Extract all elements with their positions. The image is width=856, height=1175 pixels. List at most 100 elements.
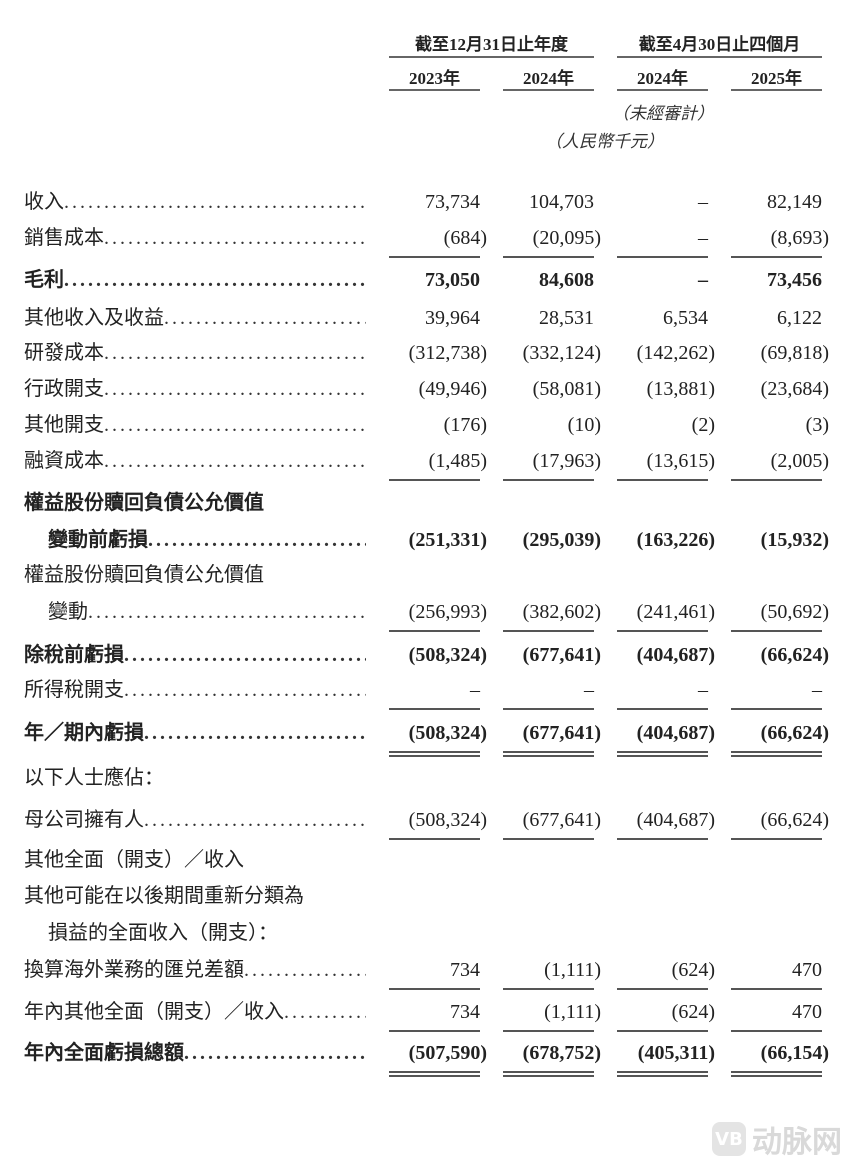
total-double-underline bbox=[617, 755, 708, 757]
cell-value: 73,734 bbox=[425, 191, 480, 213]
row-label-text: 年／期內虧損 bbox=[24, 722, 144, 744]
table-row: 年／期內虧損..................................… bbox=[0, 718, 856, 757]
table-row: 變動......................................… bbox=[0, 597, 856, 633]
total-underline bbox=[617, 1071, 708, 1073]
cell-value: (508,324) bbox=[408, 722, 487, 744]
watermark: VB 动脉网 bbox=[712, 1117, 842, 1161]
year-header: 2025年 bbox=[751, 69, 802, 88]
row-label: 權益股份贖回負債公允價值 bbox=[24, 560, 366, 590]
total-underline bbox=[617, 838, 708, 840]
total-underline bbox=[503, 751, 594, 753]
total-underline bbox=[503, 479, 594, 481]
row-label: 換算海外業務的匯兑差額.............................… bbox=[24, 955, 366, 985]
dot-leader: ........................................… bbox=[104, 378, 366, 400]
total-underline bbox=[731, 988, 822, 990]
row-label-text: 年內其他全面（開支）／收入 bbox=[24, 1001, 284, 1023]
table-row: 權益股份贖回負債公允價值 bbox=[0, 560, 856, 596]
cell-value: (66,624) bbox=[760, 644, 829, 666]
row-label-text: 銷售成本 bbox=[24, 227, 104, 249]
total-underline bbox=[389, 1030, 480, 1032]
total-underline bbox=[389, 1071, 480, 1073]
dot-leader: ........................................… bbox=[64, 269, 366, 291]
total-underline bbox=[389, 838, 480, 840]
cell-value: (332,124) bbox=[522, 342, 601, 364]
cell-value: (508,324) bbox=[408, 809, 487, 831]
cell-value: (677,641) bbox=[522, 722, 601, 744]
table-row: 年內全面虧損總額................................… bbox=[0, 1038, 856, 1077]
cell-value: (508,324) bbox=[408, 644, 487, 666]
row-label-text: 除稅前虧損 bbox=[24, 644, 124, 666]
cell-value: – bbox=[470, 679, 480, 701]
cell-value: (50,692) bbox=[760, 601, 829, 623]
dot-leader: ........................................… bbox=[124, 644, 366, 666]
cell-value: (20,095) bbox=[532, 227, 601, 249]
table-row: 其他全面（開支）／收入 bbox=[0, 845, 856, 881]
total-double-underline bbox=[503, 1075, 594, 1077]
cell-value: (2) bbox=[691, 414, 715, 436]
table-row: 融資成本....................................… bbox=[0, 446, 856, 482]
cell-value: 82,149 bbox=[767, 191, 822, 213]
cell-value: – bbox=[584, 679, 594, 701]
row-label: 行政開支....................................… bbox=[24, 374, 366, 404]
row-label-text: 其他收入及收益 bbox=[24, 307, 164, 329]
cell-value: (295,039) bbox=[522, 529, 601, 551]
cell-value: (58,081) bbox=[532, 378, 601, 400]
total-underline bbox=[503, 838, 594, 840]
total-underline bbox=[731, 630, 822, 632]
row-label-text: 年內全面虧損總額 bbox=[24, 1042, 184, 1064]
dot-leader: ........................................… bbox=[64, 191, 366, 213]
year-header: 2023年 bbox=[409, 69, 460, 88]
unaudited-note: （未經審計） bbox=[612, 104, 714, 123]
total-underline bbox=[389, 479, 480, 481]
header-divider bbox=[617, 56, 822, 58]
cell-value: 73,456 bbox=[767, 269, 822, 291]
row-label: 年內全面虧損總額................................… bbox=[24, 1038, 366, 1068]
cell-value: (69,818) bbox=[760, 342, 829, 364]
dot-leader: ........................................… bbox=[284, 1001, 366, 1023]
row-label-text: 變動前虧損 bbox=[48, 529, 148, 551]
row-label-text: 融資成本 bbox=[24, 450, 104, 472]
row-label-text: 研發成本 bbox=[24, 342, 104, 364]
row-label: 其他收入及收益.................................… bbox=[24, 303, 366, 333]
cell-value: (23,684) bbox=[760, 378, 829, 400]
row-label: 以下人士應佔： bbox=[24, 763, 366, 793]
row-label: 其他可能在以後期間重新分類為 bbox=[24, 881, 366, 911]
row-label: 年內其他全面（開支）／收入...........................… bbox=[24, 997, 366, 1027]
row-label-text: 變動 bbox=[48, 601, 88, 623]
cell-value: (8,693) bbox=[770, 227, 829, 249]
cell-value: (251,331) bbox=[408, 529, 487, 551]
table-row: 損益的全面收入（開支）： bbox=[0, 918, 856, 954]
table-row: 行政開支....................................… bbox=[0, 374, 856, 410]
cell-value: (176) bbox=[443, 414, 487, 436]
cell-value: – bbox=[812, 679, 822, 701]
cell-value: (684) bbox=[443, 227, 487, 249]
total-double-underline bbox=[731, 755, 822, 757]
cell-value: (66,624) bbox=[760, 722, 829, 744]
total-underline bbox=[617, 708, 708, 710]
table-row: 換算海外業務的匯兑差額.............................… bbox=[0, 955, 856, 991]
total-underline bbox=[389, 630, 480, 632]
total-double-underline bbox=[503, 755, 594, 757]
cell-value: (13,881) bbox=[646, 378, 715, 400]
cell-value: 28,531 bbox=[539, 307, 594, 329]
table-row: 研發成本....................................… bbox=[0, 338, 856, 374]
total-double-underline bbox=[389, 1075, 480, 1077]
header-divider bbox=[389, 89, 480, 91]
cell-value: (1,111) bbox=[544, 1001, 601, 1023]
total-underline bbox=[503, 708, 594, 710]
row-label: 銷售成本....................................… bbox=[24, 223, 366, 253]
cell-value: (382,602) bbox=[522, 601, 601, 623]
header-divider bbox=[389, 56, 594, 58]
cell-value: 104,703 bbox=[529, 191, 594, 213]
row-label-text: 收入 bbox=[24, 191, 64, 213]
cell-value: (3) bbox=[805, 414, 829, 436]
total-double-underline bbox=[617, 1075, 708, 1077]
cell-value: – bbox=[698, 679, 708, 701]
cell-value: 470 bbox=[792, 1001, 822, 1023]
total-underline bbox=[731, 1030, 822, 1032]
total-underline bbox=[503, 988, 594, 990]
cell-value: (624) bbox=[671, 959, 715, 981]
total-underline bbox=[389, 751, 480, 753]
table-row: 銷售成本....................................… bbox=[0, 223, 856, 259]
table-row: 其他可能在以後期間重新分類為 bbox=[0, 881, 856, 917]
